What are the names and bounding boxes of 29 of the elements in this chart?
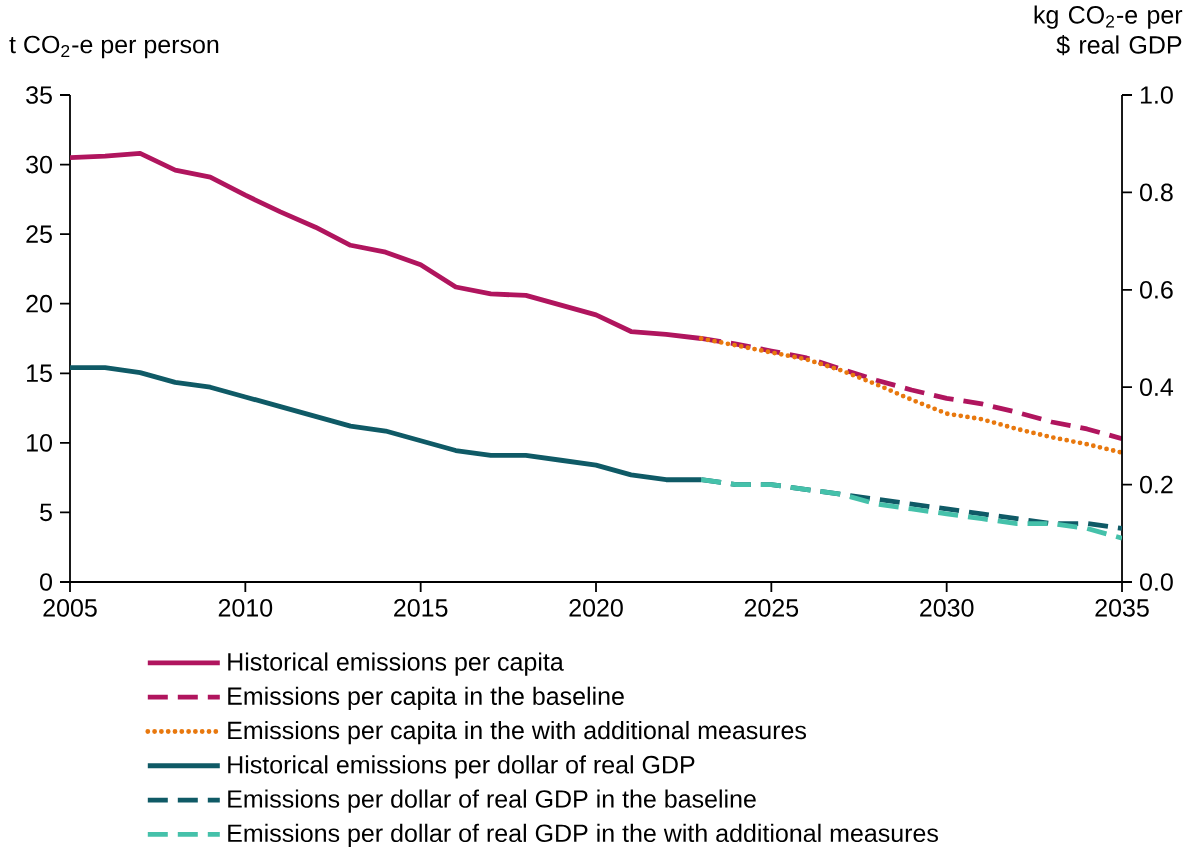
y-tick-label: 30 bbox=[26, 155, 52, 174]
y2-tick-label: 0.2 bbox=[1140, 475, 1173, 494]
x-tick-label: 2020 bbox=[569, 599, 623, 617]
y-axis-title: t CO$_{2}$-e per person bbox=[9, 35, 219, 59]
y-tick-label: 15 bbox=[27, 364, 52, 383]
y2-axis-title: kg CO$_{2}$-e per $ real GDP bbox=[1034, 5, 1183, 56]
x-tick-label: 2010 bbox=[218, 599, 273, 617]
legend-label: Emissions per capita in the baseline bbox=[228, 686, 624, 710]
y2-tick-label: 0.8 bbox=[1140, 183, 1173, 202]
y-tick-label: 10 bbox=[27, 433, 52, 452]
legend-label: Historical emissions per dollar of real GDP bbox=[228, 755, 695, 779]
y-tick-label: 0 bbox=[40, 573, 52, 591]
y2-tick-label: 0.4 bbox=[1140, 378, 1174, 397]
legend-label: Historical emissions per capita bbox=[228, 652, 564, 676]
legend-label: Emissions per dollar of real GDP in the with additional measures bbox=[228, 823, 938, 848]
y-tick-label: 25 bbox=[26, 225, 52, 243]
x-tick-label: 2015 bbox=[394, 599, 448, 617]
y2-tick-label: 0.6 bbox=[1140, 280, 1173, 299]
y2-tick-label: 1.0 bbox=[1140, 86, 1173, 104]
x-tick-label: 2005 bbox=[43, 599, 97, 617]
y-tick-label: 5 bbox=[40, 503, 52, 522]
x-tick-label: 2035 bbox=[1095, 599, 1149, 617]
x-tick-label: 2030 bbox=[920, 599, 974, 617]
legend-label: Emissions per dollar of real GDP in the baseline bbox=[228, 789, 756, 813]
x-tick-label: 2025 bbox=[744, 599, 799, 617]
y2-tick-label: 0.0 bbox=[1140, 573, 1173, 591]
y-tick-label: 20 bbox=[26, 294, 52, 313]
legend-label: Emissions per capita in the with additional measures bbox=[228, 720, 806, 745]
y-tick-label: 35 bbox=[26, 86, 52, 104]
